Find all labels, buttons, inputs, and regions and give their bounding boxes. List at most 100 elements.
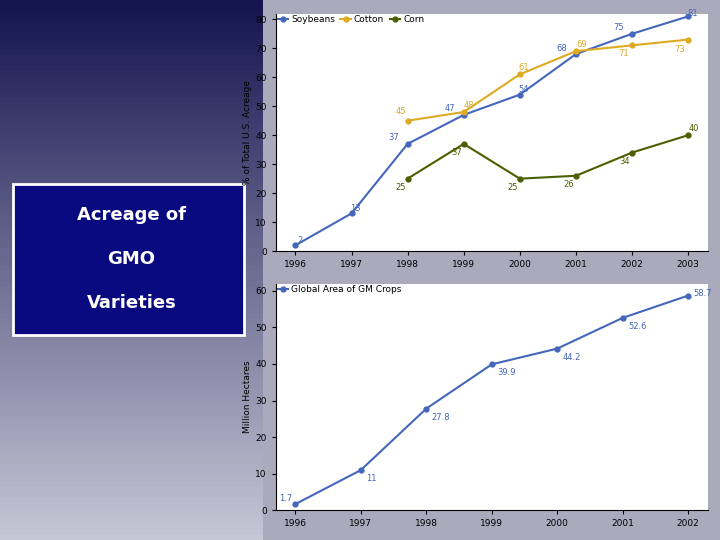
Text: 52.6: 52.6: [629, 322, 647, 331]
Bar: [0, 27, 263, 32]
Bar: [0, 162, 263, 167]
Bar: [0, 135, 263, 140]
Bar: [0, 178, 263, 184]
Text: Acreage of: Acreage of: [77, 206, 186, 224]
Text: 81: 81: [687, 9, 698, 18]
Text: 48: 48: [464, 101, 474, 110]
Bar: [0, 70, 263, 76]
Text: 69: 69: [576, 40, 587, 49]
Bar: [0, 11, 263, 16]
Global Area of GM Crops: [356, 467, 365, 473]
Bar: [0, 437, 263, 443]
Bar: [0, 32, 263, 38]
Bar: [0, 427, 263, 432]
Bar: [0, 529, 263, 535]
Soybeans: [628, 31, 636, 37]
Text: 45: 45: [395, 107, 406, 116]
Soybeans: [572, 51, 580, 57]
Bar: [0, 173, 263, 178]
Line: Corn: Corn: [405, 133, 690, 181]
Bar: [0, 362, 263, 367]
Bar: [0, 130, 263, 135]
Bar: [0, 205, 263, 211]
Bar: [0, 491, 263, 497]
Text: National Agricultural Statistics Service: National Agricultural Statistics Service: [561, 285, 708, 293]
Global Area of GM Crops: [487, 361, 496, 368]
Bar: [0, 432, 263, 437]
Bar: [0, 367, 263, 373]
Bar: [0, 448, 263, 454]
Text: 2: 2: [297, 235, 302, 245]
Bar: [0, 275, 263, 281]
Bar: [0, 281, 263, 286]
Bar: [0, 140, 263, 146]
Soybeans: [347, 210, 356, 217]
Corn: [459, 140, 468, 147]
Line: Cotton: Cotton: [405, 37, 690, 123]
Bar: [0, 227, 263, 232]
Bar: [0, 16, 263, 22]
Corn: [684, 132, 693, 138]
Text: 27.8: 27.8: [432, 413, 451, 422]
Bar: [0, 421, 263, 427]
Bar: [0, 265, 263, 270]
Bar: [0, 184, 263, 189]
Bar: [0, 356, 263, 362]
Text: 25: 25: [395, 183, 406, 192]
Cotton: [572, 48, 580, 55]
Bar: [0, 302, 263, 308]
Bar: [0, 518, 263, 524]
Legend: Global Area of GM Crops: Global Area of GM Crops: [278, 285, 402, 294]
Bar: [0, 81, 263, 86]
Y-axis label: % of Total U.S. Acreage: % of Total U.S. Acreage: [243, 80, 253, 185]
Cotton: [459, 109, 468, 115]
Bar: [0, 54, 263, 59]
Bar: [0, 119, 263, 124]
Bar: [0, 308, 263, 313]
Soybeans: [403, 140, 412, 147]
Text: 44.2: 44.2: [563, 353, 581, 362]
Bar: [0, 243, 263, 248]
Bar: [0, 65, 263, 70]
Global Area of GM Crops: [553, 346, 562, 352]
Text: 61: 61: [518, 63, 529, 72]
Bar: [0, 470, 263, 475]
Global Area of GM Crops: [684, 292, 693, 299]
Text: 40: 40: [688, 124, 699, 133]
Bar: [0, 194, 263, 200]
Bar: [0, 146, 263, 151]
Bar: [0, 92, 263, 97]
Text: 75: 75: [613, 23, 624, 32]
Bar: [0, 38, 263, 43]
Bar: [0, 157, 263, 162]
Bar: [0, 0, 263, 5]
Text: 54: 54: [518, 85, 529, 94]
Bar: [0, 22, 263, 27]
Bar: [0, 378, 263, 383]
Global Area of GM Crops: [291, 501, 300, 507]
Text: 11: 11: [366, 474, 377, 483]
Corn: [403, 176, 412, 182]
Line: Soybeans: Soybeans: [293, 14, 690, 248]
Bar: [0, 373, 263, 378]
Bar: [0, 502, 263, 508]
Bar: [0, 248, 263, 254]
Text: 37: 37: [451, 148, 462, 157]
Bar: [0, 86, 263, 92]
Bar: [0, 454, 263, 459]
Soybeans: [516, 91, 524, 98]
Bar: [0, 329, 263, 335]
Bar: [0, 324, 263, 329]
Bar: [0, 346, 263, 351]
Bar: [0, 400, 263, 405]
Bar: [0, 124, 263, 130]
Text: 37: 37: [388, 133, 399, 141]
Text: 47: 47: [444, 104, 455, 113]
Bar: [0, 405, 263, 410]
Cotton: [403, 118, 412, 124]
Text: 68: 68: [557, 44, 567, 53]
Bar: [0, 254, 263, 259]
Bar: [0, 103, 263, 108]
Soybeans: [291, 242, 300, 248]
Bar: [0, 383, 263, 389]
